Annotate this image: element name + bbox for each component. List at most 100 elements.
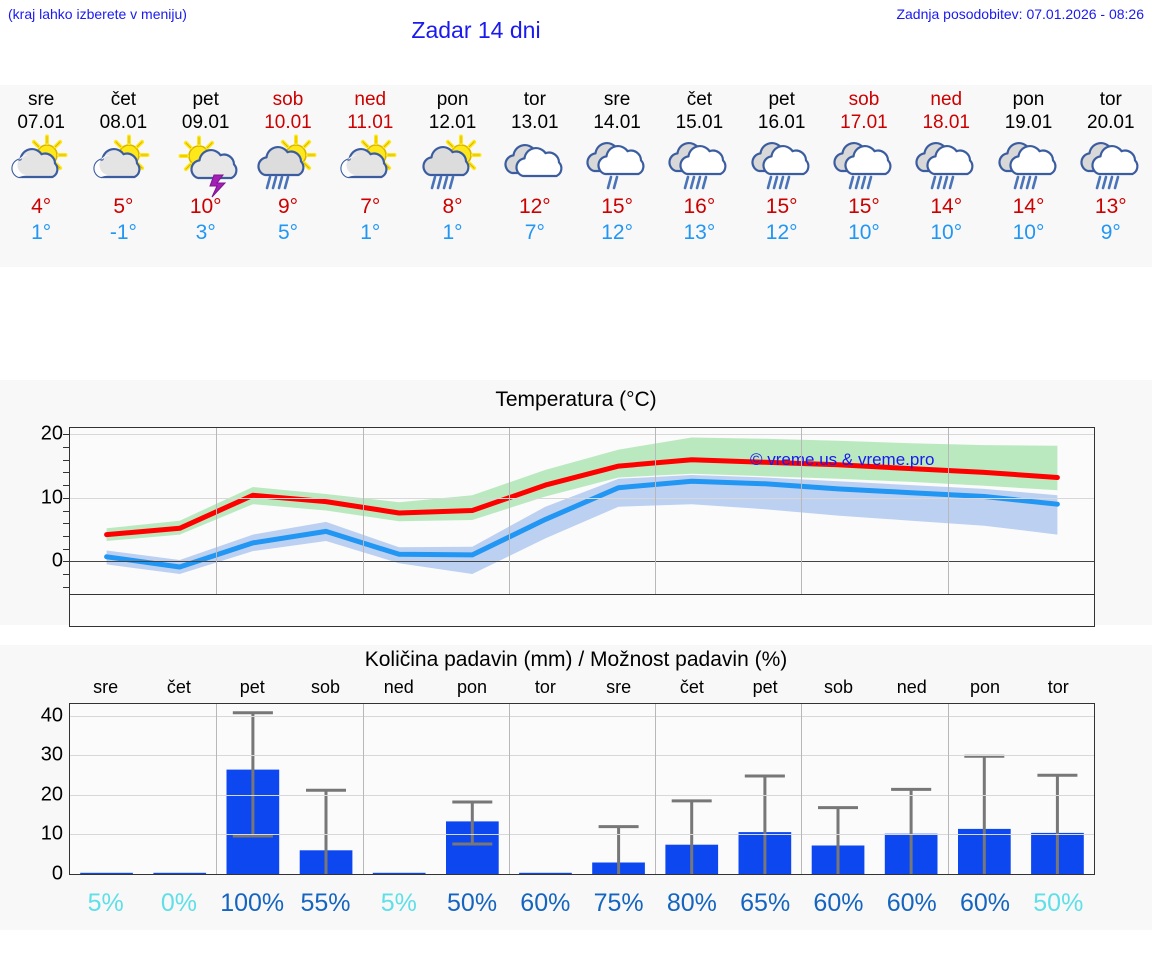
- cloud-rain-icon: [741, 136, 823, 194]
- precipitation-probability: 50%: [447, 889, 498, 917]
- day-name: tor: [523, 89, 546, 110]
- day-date: 15.01: [675, 112, 724, 133]
- temperature-y-tick-label: 10: [40, 486, 63, 509]
- cloud-icon: [494, 136, 576, 194]
- precipitation-day-gridline: [508, 704, 510, 874]
- precipitation-day-label: pet: [752, 677, 778, 697]
- cloud-rain-icon: [1070, 136, 1152, 194]
- temperature-plot-footer: [69, 594, 1095, 627]
- precipitation-day-label: sre: [606, 677, 632, 697]
- precipitation-gridline: [70, 715, 1094, 717]
- day-column[interactable]: čet 08.01 5° -1°: [82, 85, 164, 267]
- day-column[interactable]: pet 09.01 10° 3°: [165, 85, 247, 267]
- day-name: pon: [436, 89, 469, 110]
- precipitation-probability: 60%: [813, 889, 864, 917]
- temperature-day-gridline: [801, 428, 803, 594]
- temperature-chart-panel: Temperatura (°C) © vreme.us & vreme.pro …: [0, 380, 1152, 627]
- precipitation-probability: 55%: [300, 889, 351, 917]
- location-menu-note: (kraj lahko izberete v meniju): [8, 6, 187, 22]
- day-column[interactable]: sre 14.01 15° 12°: [576, 85, 658, 267]
- temperature-minor-tick: [63, 523, 70, 525]
- day-temp-min: 1°: [31, 221, 52, 244]
- precipitation-probability: 65%: [740, 889, 791, 917]
- temperature-minor-tick: [63, 447, 70, 449]
- temperature-minor-tick: [63, 535, 70, 537]
- day-column[interactable]: sre 07.01 4° 1°: [0, 85, 82, 267]
- day-temp-min: 10°: [930, 221, 963, 244]
- day-date: 17.01: [840, 112, 888, 133]
- temperature-chart-title: Temperatura (°C): [495, 388, 657, 411]
- precipitation-gridline: [70, 755, 1094, 757]
- cloud-rain-light-icon: [576, 136, 658, 194]
- precipitation-probability: 60%: [886, 889, 937, 917]
- precipitation-y-tick-label: 10: [40, 822, 63, 845]
- day-temp-max: 14°: [1012, 195, 1045, 218]
- precipitation-day-label: ned: [383, 677, 414, 697]
- day-column[interactable]: pet 16.01 15° 12°: [741, 85, 823, 267]
- sun-cloud-rain-icon: [247, 134, 329, 194]
- day-temp-max: 15°: [848, 195, 880, 218]
- precipitation-probability: 80%: [666, 889, 717, 917]
- precipitation-day-gridline: [216, 704, 218, 874]
- cloud-rain-icon: [823, 136, 905, 194]
- precipitation-plot-area: 0 10 20 30 40: [41, 703, 1095, 885]
- day-temp-max: 14°: [930, 195, 963, 218]
- day-temp-min: 5°: [277, 221, 299, 244]
- cloud-rain-icon: [658, 136, 740, 194]
- precipitation-chart-title: Količina padavin (mm) / Možnost padavin …: [364, 648, 788, 671]
- precipitation-probability: 5%: [87, 889, 124, 917]
- day-temp-min: 12°: [765, 221, 798, 244]
- day-name: pet: [192, 89, 219, 110]
- day-column[interactable]: tor 13.01 12° 7°: [494, 85, 576, 267]
- cloud-rain-icon: [987, 136, 1069, 194]
- temperature-day-gridline: [508, 428, 510, 594]
- last-update-label: Zadnja posodobitev: 07.01.2026 - 08:26: [896, 6, 1144, 22]
- temperature-y-tick-label: 20: [40, 422, 63, 445]
- day-column[interactable]: ned 18.01 14° 10°: [905, 85, 987, 267]
- precipitation-probability: 60%: [520, 889, 571, 917]
- day-temp-min: 3°: [195, 221, 216, 244]
- temperature-gridline: [70, 434, 1094, 436]
- precipitation-day-label: sob: [823, 677, 853, 697]
- precipitation-y-tick-label: 0: [51, 862, 63, 885]
- day-name: pon: [1012, 89, 1045, 110]
- day-date: 18.01: [922, 112, 970, 133]
- precipitation-day-gridline: [947, 704, 949, 874]
- watermark-label: © vreme.us & vreme.pro: [750, 450, 935, 469]
- day-date: 14.01: [593, 112, 641, 133]
- precipitation-y-tick-label: 40: [40, 704, 63, 727]
- day-name: čet: [686, 89, 713, 110]
- day-date: 09.01: [181, 112, 230, 133]
- day-column[interactable]: pon 12.01 8° 1°: [411, 85, 493, 267]
- sun-cloud-icon: [82, 134, 164, 194]
- day-column[interactable]: sob 17.01 15° 10°: [823, 85, 905, 267]
- temperature-day-gridline: [362, 428, 364, 594]
- precipitation-day-gridline: [801, 704, 803, 874]
- precipitation-day-label: sob: [310, 677, 340, 697]
- precipitation-day-gridline: [362, 704, 364, 874]
- precipitation-probability: 75%: [593, 889, 644, 917]
- day-temp-max: 10°: [189, 195, 222, 218]
- day-column[interactable]: sob 10.01 9° 5°: [247, 85, 329, 267]
- temperature-day-gridline: [655, 428, 657, 594]
- temperature-minor-tick: [63, 548, 70, 550]
- precipitation-probability: 0%: [160, 889, 197, 917]
- day-temp-max: 15°: [601, 195, 633, 218]
- day-column[interactable]: tor 20.01 13° 9°: [1070, 85, 1152, 267]
- temperature-minor-tick: [63, 459, 70, 461]
- day-temp-min: 10°: [1012, 221, 1045, 244]
- day-temp-min: 10°: [848, 221, 880, 244]
- precipitation-probability: 100%: [220, 889, 285, 917]
- day-temp-min: -1°: [109, 221, 137, 244]
- precipitation-day-label: čet: [166, 677, 191, 697]
- day-temp-max: 15°: [765, 195, 798, 218]
- day-date: 11.01: [347, 112, 394, 133]
- day-column[interactable]: čet 15.01 16° 13°: [658, 85, 740, 267]
- precipitation-probability-row: 5% 0% 100% 55% 5% 50% 60% 75% 80% 65% 60% 60% 60% 50%: [69, 883, 1095, 923]
- precipitation-day-label: čet: [679, 677, 704, 697]
- day-column[interactable]: pon 19.01 14° 10°: [987, 85, 1069, 267]
- precipitation-chart-panel: Količina padavin (mm) / Možnost padavin …: [0, 645, 1152, 930]
- day-column[interactable]: ned 11.01 7° 1°: [329, 85, 411, 267]
- day-temp-min: 1°: [442, 221, 463, 244]
